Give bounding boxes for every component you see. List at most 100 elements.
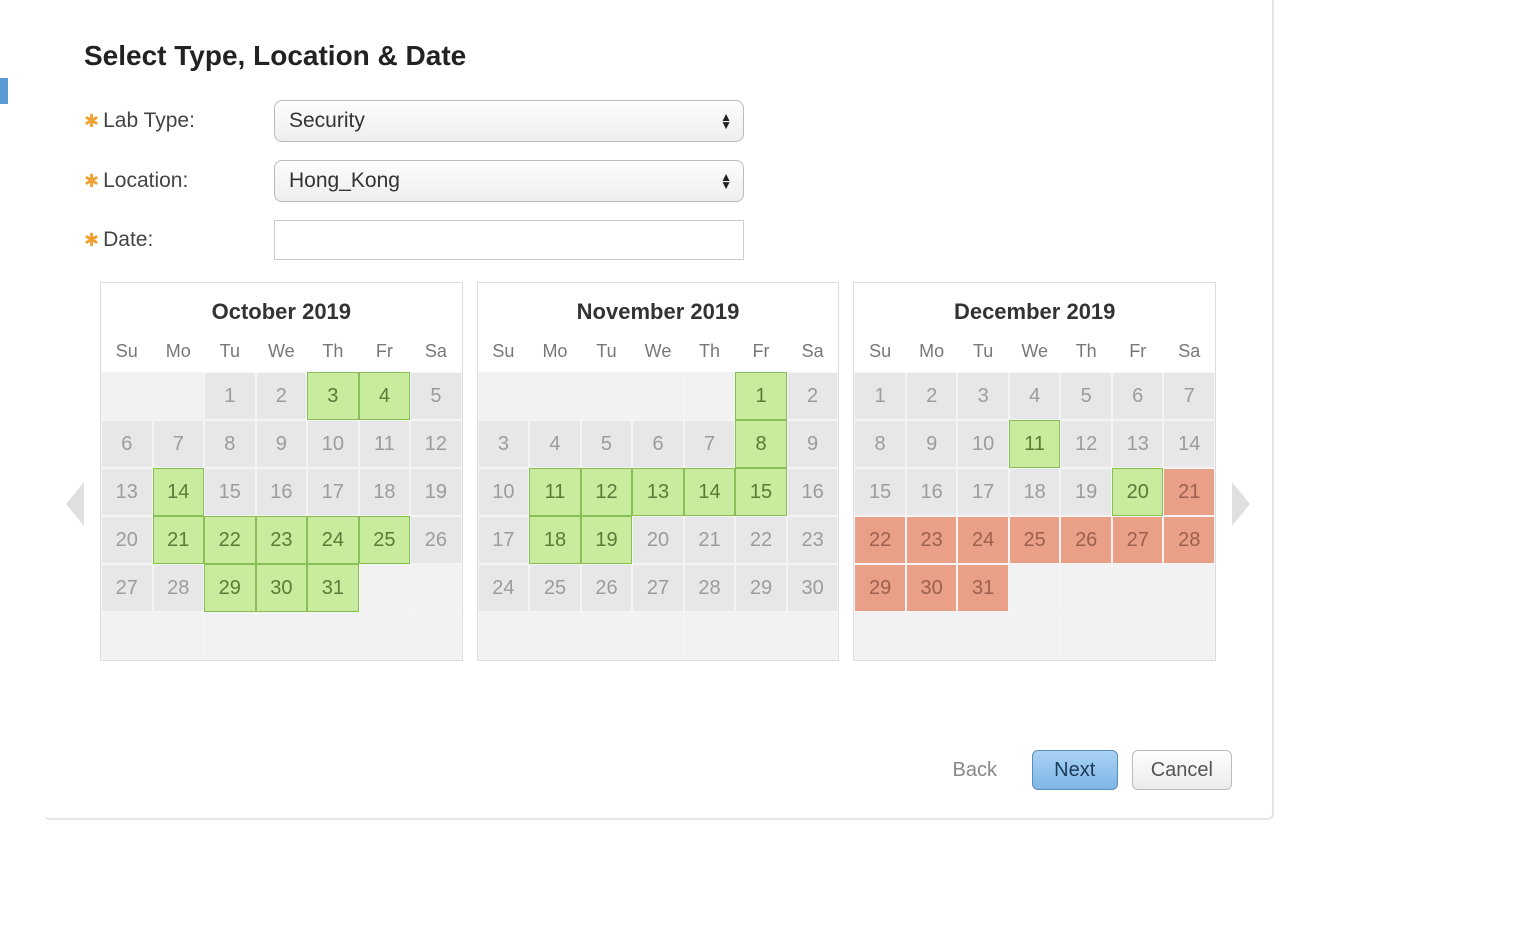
- day-header: Fr: [359, 335, 411, 372]
- day-header: Su: [478, 335, 530, 372]
- calendar-day: 25: [1009, 516, 1061, 564]
- calendar-day[interactable]: 13: [632, 468, 684, 516]
- back-button[interactable]: Back: [932, 750, 1018, 790]
- calendar-day: 9: [906, 420, 958, 468]
- calendar-empty-cell: [632, 372, 684, 420]
- calendar-empty-cell: [1060, 564, 1112, 612]
- calendar-day[interactable]: 12: [581, 468, 633, 516]
- date-input[interactable]: [274, 220, 744, 260]
- main-panel: Select Type, Location & Date ✱ Lab Type:…: [44, 0, 1274, 820]
- calendar-day: 22: [735, 516, 787, 564]
- calendar-day[interactable]: 20: [1112, 468, 1164, 516]
- calendar-empty-cell: [735, 612, 787, 660]
- calendar-day: 31: [957, 564, 1009, 612]
- calendar-empty-cell: [478, 372, 530, 420]
- calendar-empty-cell: [204, 612, 256, 660]
- day-header: Th: [1060, 335, 1112, 372]
- calendar-empty-cell: [632, 612, 684, 660]
- calendar-day: 4: [1009, 372, 1061, 420]
- calendar-empty-cell: [581, 612, 633, 660]
- calendar-empty-cell: [410, 612, 462, 660]
- calendar-day[interactable]: 14: [153, 468, 205, 516]
- calendar-day: 1: [854, 372, 906, 420]
- calendar-day: 17: [478, 516, 530, 564]
- calendar-day: 6: [632, 420, 684, 468]
- calendar-day[interactable]: 4: [359, 372, 411, 420]
- day-header: Tu: [204, 335, 256, 372]
- cancel-button[interactable]: Cancel: [1132, 750, 1232, 790]
- calendar-day: 25: [529, 564, 581, 612]
- calendar-empty-cell: [1060, 612, 1112, 660]
- calendar-day: 10: [307, 420, 359, 468]
- calendar-day: 10: [478, 468, 530, 516]
- calendar-day: 10: [957, 420, 1009, 468]
- labtype-row: ✱ Lab Type: Security ▲▼: [84, 100, 1232, 142]
- calendar-empty-cell: [854, 612, 906, 660]
- calendar-day[interactable]: 11: [1009, 420, 1061, 468]
- calendar-day: 2: [787, 372, 839, 420]
- calendar-day[interactable]: 15: [735, 468, 787, 516]
- day-header: Sa: [1163, 335, 1215, 372]
- calendar-day: 11: [359, 420, 411, 468]
- calendar-empty-cell: [153, 612, 205, 660]
- calendar-empty-cell: [1112, 612, 1164, 660]
- calendar-day: 7: [1163, 372, 1215, 420]
- calendar-day[interactable]: 21: [153, 516, 205, 564]
- calendar-day: 3: [957, 372, 1009, 420]
- calendar-day[interactable]: 3: [307, 372, 359, 420]
- day-header: Sa: [787, 335, 839, 372]
- calendar-day: 16: [787, 468, 839, 516]
- calendar-day[interactable]: 8: [735, 420, 787, 468]
- calendar-day: 26: [581, 564, 633, 612]
- calendar-empty-cell: [307, 612, 359, 660]
- page: Select Type, Location & Date ✱ Lab Type:…: [0, 0, 1528, 934]
- calendar-empty-cell: [153, 372, 205, 420]
- calendar-empty-cell: [359, 564, 411, 612]
- labtype-select[interactable]: Security ▲▼: [274, 100, 744, 142]
- calendar-day[interactable]: 1: [735, 372, 787, 420]
- day-header: Mo: [153, 335, 205, 372]
- calendar-day: 19: [410, 468, 462, 516]
- calendar-day[interactable]: 11: [529, 468, 581, 516]
- calendar-day: 29: [735, 564, 787, 612]
- calendar-day: 4: [529, 420, 581, 468]
- calendar-day: 14: [1163, 420, 1215, 468]
- calendar-day[interactable]: 23: [256, 516, 308, 564]
- location-select[interactable]: Hong_Kong ▲▼: [274, 160, 744, 202]
- calendar-day[interactable]: 24: [307, 516, 359, 564]
- calendar-day: 7: [684, 420, 736, 468]
- calendar-day: 27: [632, 564, 684, 612]
- calendar-day: 17: [307, 468, 359, 516]
- calendar-day: 7: [153, 420, 205, 468]
- calendar-day[interactable]: 18: [529, 516, 581, 564]
- calendar-day[interactable]: 29: [204, 564, 256, 612]
- calendar-day: 27: [101, 564, 153, 612]
- day-header: Tu: [957, 335, 1009, 372]
- prev-month-icon[interactable]: [66, 482, 84, 526]
- calendar-day[interactable]: 14: [684, 468, 736, 516]
- day-header: Tu: [581, 335, 633, 372]
- calendar-day[interactable]: 19: [581, 516, 633, 564]
- calendar-day: 12: [410, 420, 462, 468]
- calendar-empty-cell: [529, 612, 581, 660]
- calendar-day: 19: [1060, 468, 1112, 516]
- calendar-day: 20: [101, 516, 153, 564]
- calendar-day: 29: [854, 564, 906, 612]
- calendar-day: 27: [1112, 516, 1164, 564]
- next-month-icon[interactable]: [1232, 482, 1250, 526]
- calendar-day[interactable]: 30: [256, 564, 308, 612]
- calendar-empty-cell: [529, 372, 581, 420]
- calendar-month: December 2019SuMoTuWeThFrSa1234567891011…: [853, 282, 1216, 661]
- day-header: Sa: [410, 335, 462, 372]
- calendar-day[interactable]: 25: [359, 516, 411, 564]
- calendar-day[interactable]: 31: [307, 564, 359, 612]
- next-button[interactable]: Next: [1032, 750, 1118, 790]
- calendar-day: 3: [478, 420, 530, 468]
- calendar-day: 21: [684, 516, 736, 564]
- calendar-day[interactable]: 22: [204, 516, 256, 564]
- required-icon: ✱: [84, 171, 99, 192]
- calendar-day: 5: [410, 372, 462, 420]
- day-header: Mo: [529, 335, 581, 372]
- calendar-day: 5: [581, 420, 633, 468]
- calendar-day: 28: [1163, 516, 1215, 564]
